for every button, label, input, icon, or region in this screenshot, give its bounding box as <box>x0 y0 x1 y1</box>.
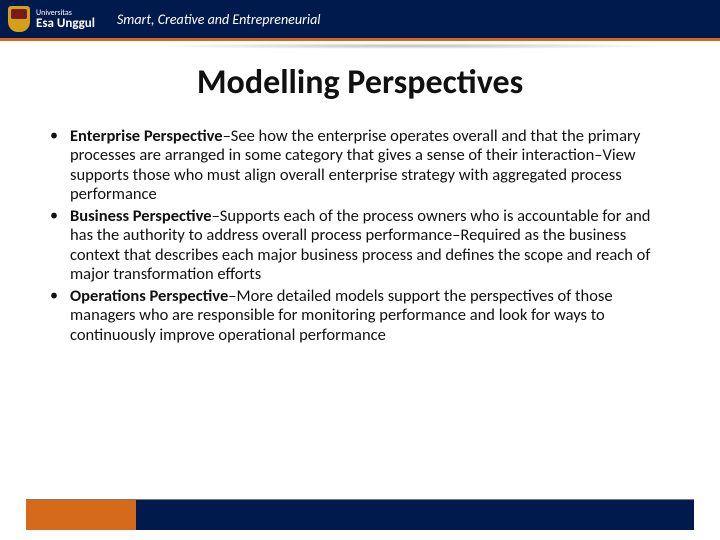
list-item: Operations Perspective–More detailed mod… <box>48 287 672 345</box>
logo-text: Universitas Esa Unggul <box>36 9 95 30</box>
bullet-bold: Operations Perspective <box>70 286 228 306</box>
header-underline <box>0 38 720 41</box>
slide-title: Modelling Perspectives <box>0 62 720 103</box>
university-name-label: Esa Unggul <box>36 16 95 31</box>
bullet-list: Enterprise Perspective–See how the enter… <box>48 127 672 345</box>
header-shadow <box>140 43 680 49</box>
list-item: Business Perspective–Supports each of th… <box>48 207 672 285</box>
slide-content: Enterprise Perspective–See how the enter… <box>0 103 720 345</box>
logo-shield-icon <box>8 6 30 32</box>
header-tagline: Smart, Creative and Entrepreneurial <box>117 11 321 28</box>
bullet-bold: Enterprise Perspective <box>70 126 223 146</box>
list-item: Enterprise Perspective–See how the enter… <box>48 127 672 205</box>
slide-header: Universitas Esa Unggul Smart, Creative a… <box>0 0 720 38</box>
footer-orange-bar <box>26 500 136 530</box>
slide-footer <box>0 496 720 540</box>
logo-area: Universitas Esa Unggul <box>8 6 95 32</box>
bullet-bold: Business Perspective <box>70 206 212 226</box>
